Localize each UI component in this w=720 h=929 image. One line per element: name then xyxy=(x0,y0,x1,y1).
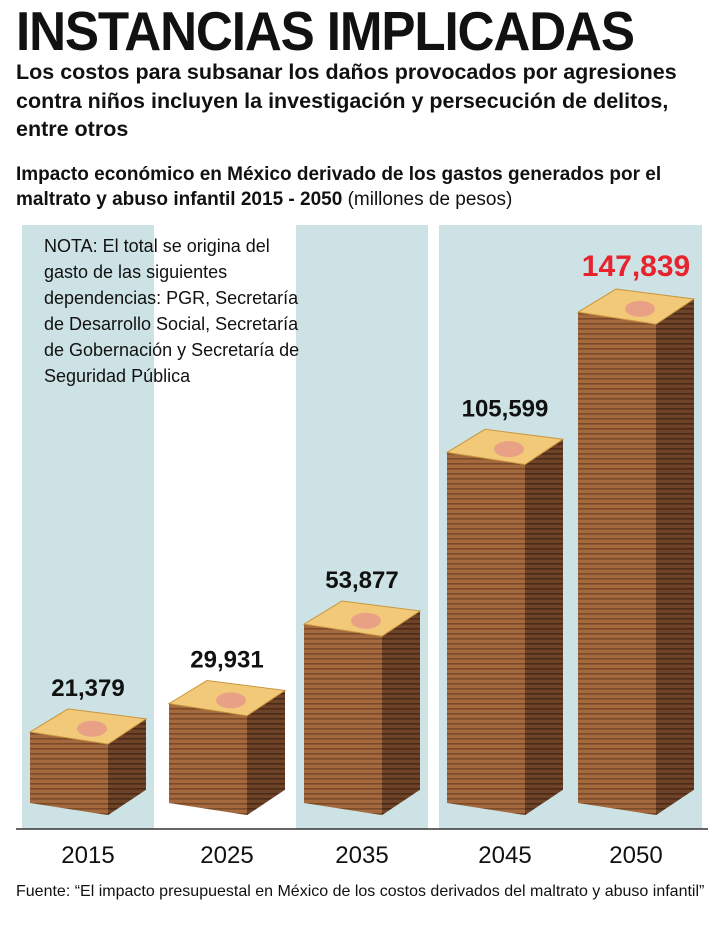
money-stack-2035 xyxy=(302,600,422,816)
stack-side-face xyxy=(382,610,420,816)
x-tick-label-2050: 2050 xyxy=(609,842,662,869)
stack-front-face xyxy=(304,624,382,816)
stack-side-face xyxy=(656,298,694,816)
banknote-portrait xyxy=(351,612,381,629)
source-text: Fuente: “El impacto presupuestal en Méxi… xyxy=(16,883,705,900)
stack-side-face xyxy=(108,718,146,816)
chart-subtitle-main: Impacto económico en México derivado de … xyxy=(16,164,662,210)
note-text: NOTA: El total se origina del gasto de l… xyxy=(44,236,300,386)
money-stack-2015 xyxy=(28,708,148,816)
stack-front-face xyxy=(169,703,247,816)
banknote-portrait xyxy=(625,300,655,317)
x-tick-label-2015: 2015 xyxy=(61,842,114,869)
stack-front-face xyxy=(578,312,656,816)
money-stack-2050 xyxy=(576,288,696,816)
value-label-2015: 21,379 xyxy=(51,675,124,702)
value-label-2025: 29,931 xyxy=(190,647,263,674)
banknote-portrait xyxy=(216,692,246,709)
stack-front-face xyxy=(30,732,108,816)
value-labels: 21,379 29,931 53,877 105,599 147,839 xyxy=(51,250,690,702)
x-tick-label-2035: 2035 xyxy=(335,842,388,869)
x-tick-label-2045: 2045 xyxy=(478,842,531,869)
money-stacks xyxy=(28,288,696,816)
headline: INSTANCIAS IMPLICADAS xyxy=(16,0,635,62)
banknote-portrait xyxy=(77,720,107,737)
x-tick-label-2025: 2025 xyxy=(200,842,253,869)
money-stack-2025 xyxy=(167,680,287,816)
value-label-2035: 53,877 xyxy=(325,567,398,594)
bar-chart: 21,379 29,931 53,877 105,599 147,839 2015 202… xyxy=(16,225,708,869)
value-label-2045: 105,599 xyxy=(462,395,549,422)
value-label-2050: 147,839 xyxy=(582,250,690,283)
deck-text: Los costos para subsanar los daños provo… xyxy=(16,60,677,141)
stack-front-face xyxy=(447,452,525,816)
stack-side-face xyxy=(247,690,285,816)
chart-subtitle: Impacto económico en México derivado de … xyxy=(16,162,716,212)
money-stack-2045 xyxy=(445,428,565,816)
chart-subtitle-unit: (millones de pesos) xyxy=(347,189,513,210)
stack-side-face xyxy=(525,439,563,816)
banknote-portrait xyxy=(494,441,524,458)
x-tick-labels: 2015 2025 2035 2045 2050 xyxy=(61,842,662,869)
